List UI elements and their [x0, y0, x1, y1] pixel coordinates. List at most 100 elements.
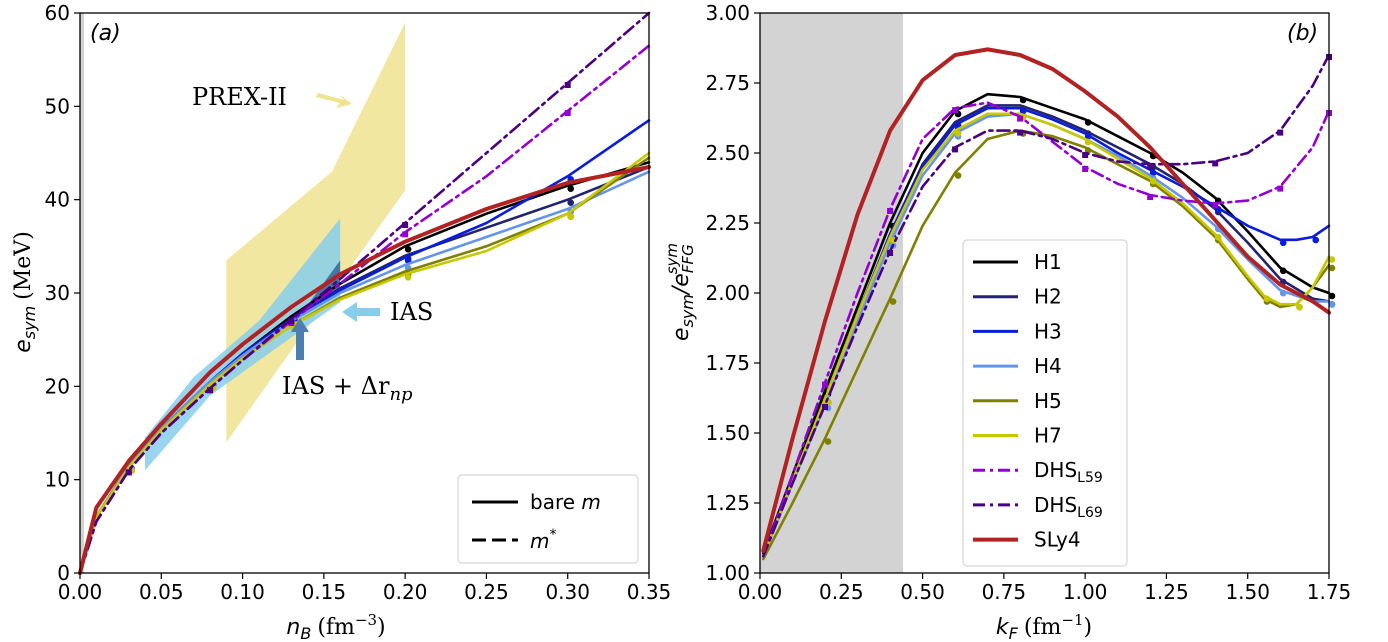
y-tick-label: 40 [45, 188, 70, 212]
y-tick-label: 30 [45, 281, 70, 305]
series-h5-line [762, 129, 1331, 561]
y-tick-label: 2.00 [705, 281, 750, 305]
series-h1-point [404, 246, 412, 253]
series-sly4-line [761, 47, 1331, 553]
yb-sub2: FFG [679, 244, 697, 273]
prexii-annotation: PREX-II [192, 83, 352, 111]
series-dhs-l69-point [952, 146, 959, 153]
x-tick-label: 0.25 [464, 580, 509, 604]
xb-exp: −1 [1061, 611, 1083, 629]
series-h1-point [1328, 292, 1336, 300]
series-h7-point [1328, 256, 1336, 263]
panel-b-ylabel: esym/eFFGsym [663, 243, 697, 341]
legend-h3-label: H3 [1034, 319, 1062, 343]
legend-label-main: H4 [1034, 354, 1062, 378]
panel-a: 0.00 0.05 0.10 0.15 0.20 0.25 0.30 0.35 0 10 20 30… [11, 1, 671, 642]
ya-unit: (MeV) [11, 231, 36, 300]
shaded-region [80, 13, 84, 573]
legend-label-main: DHS [1034, 458, 1077, 482]
panel-a-y-ticks: 0 10 20 30 40 50 60 [45, 1, 80, 585]
y-tick-label: 10 [45, 468, 70, 492]
legend-label-main: H1 [1034, 250, 1062, 274]
series-dhs-l69-point [564, 82, 571, 88]
x-tick-label: 1.00 [1063, 580, 1108, 604]
panel-a-xlabel: nB (fm−3) [286, 611, 385, 642]
legend-mstar-m: m [530, 529, 549, 553]
x-tick-label: 1.75 [1307, 580, 1352, 604]
legend-label-main: H7 [1034, 424, 1062, 448]
series-dhs-l59-point [1277, 185, 1284, 192]
series-h7-point [1296, 303, 1303, 311]
series-h7-point [954, 130, 962, 137]
panel-a-ylabel: esym (MeV) [11, 231, 39, 353]
panel-b-series [761, 47, 1336, 561]
series-dhs-l59-point [952, 107, 959, 114]
legend-dhs-l69-label: DHSL69 [1034, 493, 1103, 521]
ias-rnp-label: IAS + Δrnp [282, 372, 413, 405]
panel-b: 0.00 0.25 0.50 0.75 1.00 1.25 1.50 1.75 1.00 1.2… [663, 1, 1351, 642]
xa-main: n [286, 615, 300, 640]
ias-annotation: IAS [342, 298, 433, 326]
series-dhs-l69-line [78, 11, 651, 575]
series-h7-point [567, 213, 575, 220]
series-dhs-l59-point [887, 208, 894, 214]
xb-unit: (fm [1024, 615, 1062, 640]
series-sly4-line [78, 165, 651, 575]
panel-a-shaded-region [80, 13, 84, 573]
series-h3-point [1279, 239, 1287, 247]
legend-h1-label: H1 [1034, 250, 1062, 274]
series-h1-point [1279, 267, 1287, 275]
panel-b-y-ticks: 1.00 1.25 1.50 1.75 2.00 2.25 2.50 2.75 3.00 [705, 1, 760, 585]
x-tick-label: 0.05 [139, 580, 184, 604]
legend-bare-m-label: bare m [530, 490, 601, 514]
series-dhs-l59-point [564, 110, 571, 116]
panel-b-x-ticks: 0.00 0.25 0.50 0.75 1.00 1.25 1.50 1.75 [738, 573, 1352, 604]
series-h7-point [1149, 177, 1157, 185]
legend-label-main: SLy4 [1034, 528, 1081, 552]
legend-h5-label: H5 [1034, 389, 1062, 413]
legend-label-main: H5 [1034, 389, 1062, 413]
panel-a-x-ticks: 0.00 0.05 0.10 0.15 0.20 0.25 0.30 0.35 [58, 573, 671, 604]
legend-h2-label: H2 [1034, 285, 1062, 309]
prexii-label: PREX-II [192, 83, 287, 111]
series-h4-point [1328, 301, 1336, 308]
y-tick-label: 2.75 [705, 71, 750, 95]
xa-exp: −3 [355, 611, 377, 629]
series-h1-point [567, 185, 575, 192]
x-tick-label: 0.10 [220, 580, 265, 604]
x-tick-label: 0.00 [738, 580, 783, 604]
series-h1-point [1084, 119, 1092, 126]
series-h3-point [1019, 107, 1027, 115]
ya-main: e [11, 339, 36, 353]
panel-a-series [78, 11, 651, 575]
ias-rnp-annotation: IAS + Δrnp [282, 318, 413, 405]
y-tick-label: 50 [45, 94, 70, 118]
series-dhs-l69-point [822, 404, 829, 410]
series-h7-point [1214, 233, 1222, 241]
x-tick-label: 1.25 [1144, 580, 1189, 604]
series-h3-point [1084, 133, 1092, 140]
y-tick-label: 1.25 [705, 491, 750, 515]
series-dhs-l69-point [288, 318, 295, 325]
y-tick-label: 60 [45, 1, 70, 25]
panel-a-legend: bare m m* [457, 474, 639, 564]
xa-unit: (fm [317, 615, 355, 640]
x-tick-label: 0.30 [545, 580, 590, 604]
series-h7-line [762, 112, 1331, 558]
series-h7-point [404, 274, 412, 281]
legend-h4-label: H4 [1034, 354, 1062, 378]
series-h2-point [567, 199, 575, 206]
series-dhs-l69-point [207, 387, 214, 394]
x-tick-label: 0.20 [383, 580, 428, 604]
series-h5-point [889, 298, 897, 305]
band-ias-r-np [299, 260, 341, 317]
xb-main: k [996, 615, 1010, 640]
series-dhs-l59-line [762, 101, 1331, 558]
series-dhs-l69-point [1017, 129, 1024, 136]
yb-sup2: sym [663, 243, 681, 274]
series-h1-line [762, 92, 1331, 555]
legend-label-sub: L69 [1077, 505, 1103, 521]
ias-label: IAS [390, 298, 433, 326]
